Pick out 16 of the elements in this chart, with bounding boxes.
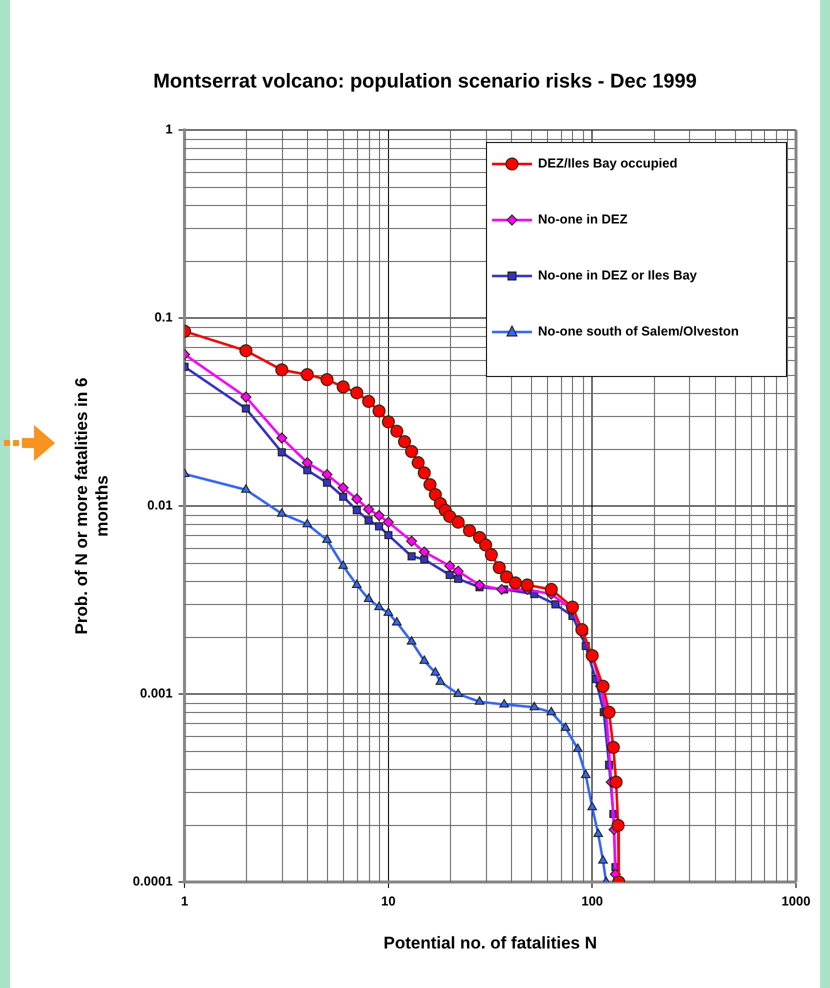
x-tick-label: 1 [180,893,188,908]
y-axis-title: Prob. of N or more fatalities in 6 months [72,378,112,634]
legend-label: No-one in DEZ or Iles Bay [538,268,698,283]
x-tick-label: 1000 [782,893,810,908]
x-tick-label: 100 [581,893,604,908]
legend-label: DEZ/Iles Bay occupied [538,156,678,171]
y-tick-label: 0.001 [140,686,173,701]
y-tick-label: 0.0001 [132,874,173,889]
y-tick-label: 0.01 [147,498,173,513]
legend-label: No-one in DEZ [538,212,628,227]
x-axis-title: Potential no. of fatalities N [384,933,598,952]
y-tick-label: 1 [165,122,173,137]
chart-title: Montserrat volcano: population scenario risks - Dec 1999 [153,70,697,93]
legend-label: No-one south of Salem/Olveston [538,324,739,339]
x-tick-label: 10 [381,893,396,908]
y-tick-label: 0.1 [154,310,173,325]
